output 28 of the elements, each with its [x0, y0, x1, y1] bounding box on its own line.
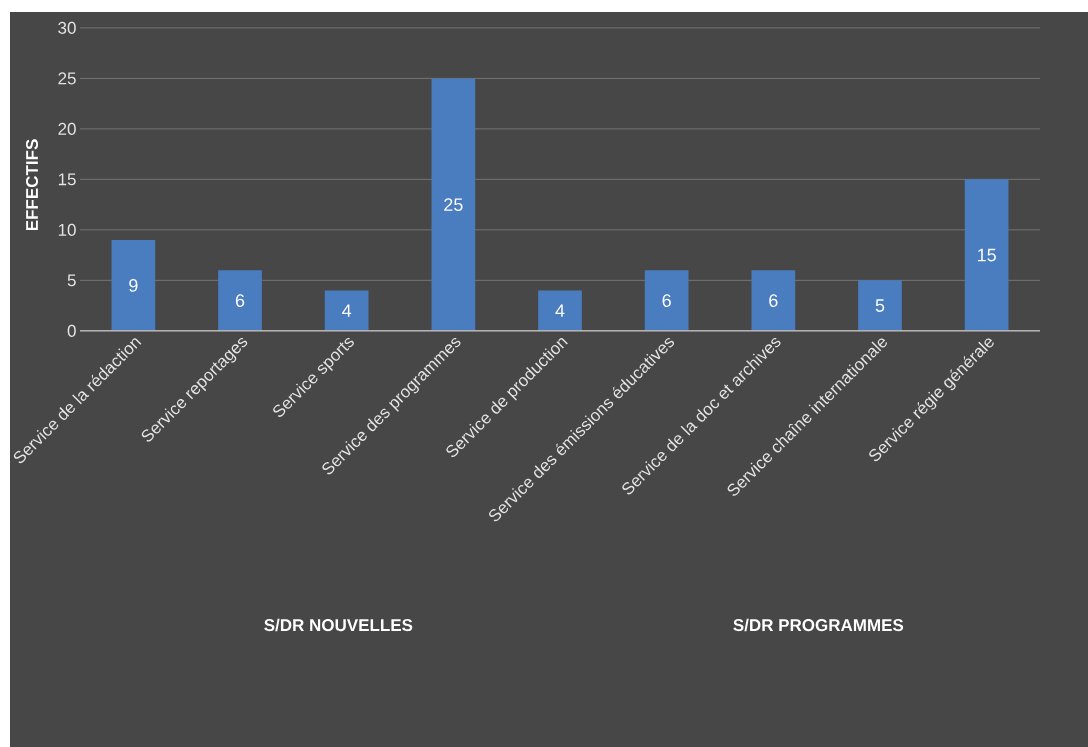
y-tick-label: 30	[58, 21, 76, 34]
y-tick-label: 25	[58, 72, 76, 85]
bar	[644, 270, 689, 331]
y-tick-label: 20	[58, 122, 76, 135]
data-label: 5	[875, 299, 885, 312]
data-label: 6	[769, 294, 778, 307]
data-label: 9	[129, 279, 138, 292]
bar	[858, 280, 902, 331]
data-label: 6	[662, 294, 671, 307]
data-label: 15	[978, 248, 996, 262]
bar	[111, 239, 156, 331]
y-tick-label: 0	[67, 324, 76, 337]
data-label: 4	[555, 304, 565, 317]
bar	[324, 290, 369, 331]
bar	[218, 270, 262, 331]
text: S/DR PROGRAMMES	[733, 618, 904, 632]
bar	[538, 290, 582, 331]
bar	[431, 78, 476, 331]
bar	[964, 179, 1009, 331]
y-tick-label: 5	[67, 274, 76, 287]
text: S/DR NOUVELLES	[264, 618, 413, 632]
data-label: 4	[342, 304, 352, 317]
y-tick-label: 10	[58, 223, 76, 236]
data-label: 6	[235, 294, 245, 307]
bar	[751, 270, 796, 331]
data-label: 25	[444, 198, 463, 211]
y-axis-title: EFFECTIFS	[25, 139, 39, 231]
y-tick-label: 15	[58, 173, 76, 186]
